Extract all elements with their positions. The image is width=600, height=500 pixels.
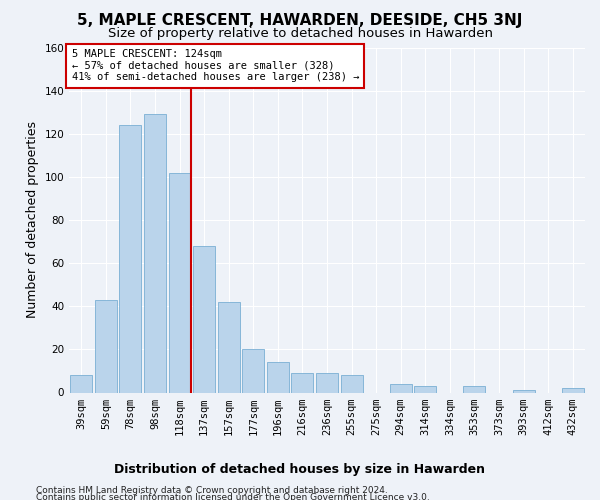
- Bar: [292, 373, 313, 392]
- Bar: [267, 362, 289, 392]
- Bar: [512, 390, 535, 392]
- Bar: [169, 172, 191, 392]
- Text: Contains public sector information licensed under the Open Government Licence v3: Contains public sector information licen…: [36, 494, 430, 500]
- Bar: [341, 375, 362, 392]
- Text: Contains HM Land Registry data © Crown copyright and database right 2024.: Contains HM Land Registry data © Crown c…: [36, 486, 388, 495]
- Text: Distribution of detached houses by size in Hawarden: Distribution of detached houses by size …: [115, 462, 485, 475]
- Bar: [414, 386, 436, 392]
- Bar: [218, 302, 240, 392]
- Bar: [70, 375, 92, 392]
- Bar: [389, 384, 412, 392]
- Bar: [144, 114, 166, 392]
- Bar: [562, 388, 584, 392]
- Bar: [95, 300, 117, 392]
- Text: Size of property relative to detached houses in Hawarden: Size of property relative to detached ho…: [107, 28, 493, 40]
- Text: 5, MAPLE CRESCENT, HAWARDEN, DEESIDE, CH5 3NJ: 5, MAPLE CRESCENT, HAWARDEN, DEESIDE, CH…: [77, 12, 523, 28]
- Bar: [193, 246, 215, 392]
- Bar: [463, 386, 485, 392]
- Text: 5 MAPLE CRESCENT: 124sqm
← 57% of detached houses are smaller (328)
41% of semi-: 5 MAPLE CRESCENT: 124sqm ← 57% of detach…: [71, 49, 359, 82]
- Y-axis label: Number of detached properties: Number of detached properties: [26, 122, 39, 318]
- Bar: [316, 373, 338, 392]
- Bar: [242, 350, 265, 393]
- Bar: [119, 125, 142, 392]
